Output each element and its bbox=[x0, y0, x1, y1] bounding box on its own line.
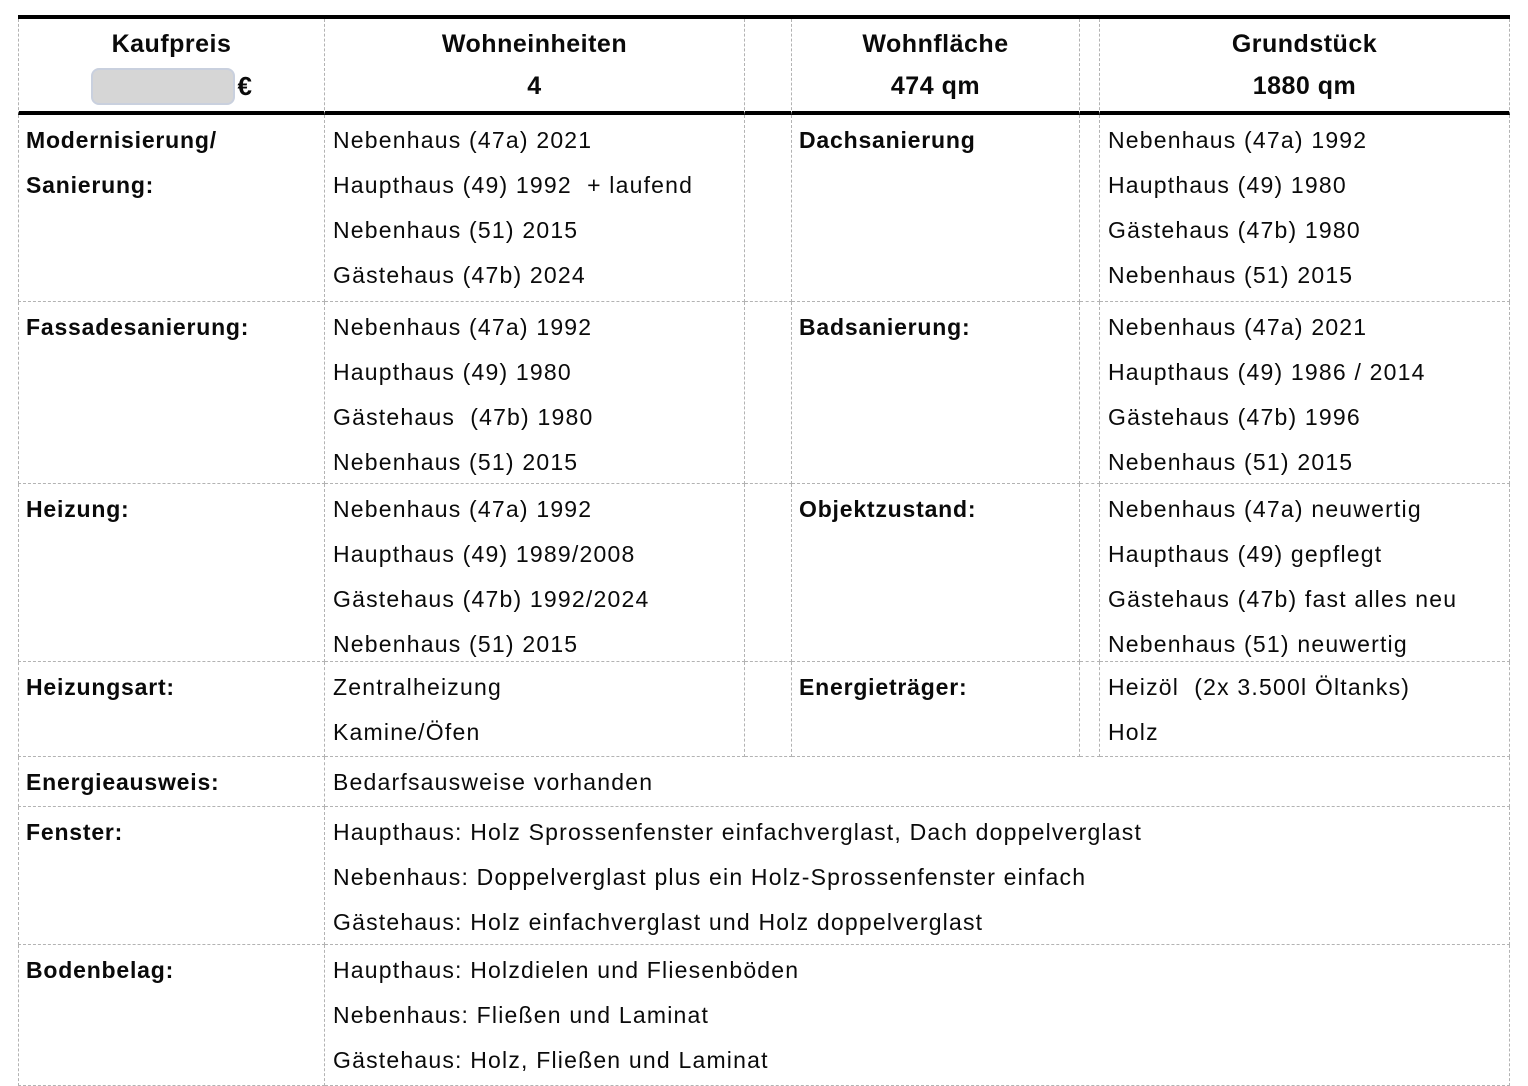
value-line: Gästehaus (47b) 1992/2024 bbox=[333, 586, 650, 612]
value-line: Gästehaus (47b) 2024 bbox=[333, 262, 586, 288]
value-line: Nebenhaus: Fließen und Laminat bbox=[333, 1002, 710, 1028]
kaufpreis-currency: € bbox=[237, 71, 253, 101]
row-values-heizung: Nebenhaus (47a) 1992 Haupthaus (49) 1989… bbox=[325, 484, 745, 662]
value-line: Nebenhaus (47a) neuwertig bbox=[1108, 496, 1422, 522]
row-values-dachsanierung: Nebenhaus (47a) 1992 Haupthaus (49) 1980… bbox=[1100, 115, 1510, 302]
value-line: Nebenhaus (47a) 1992 bbox=[1108, 127, 1368, 153]
value-line: Haupthaus (49) 1980 bbox=[333, 359, 572, 385]
header-cell-wohnflaeche: Wohnfläche 474 qm bbox=[792, 19, 1080, 115]
row-label-energieausweis: Energieausweis: bbox=[18, 757, 325, 807]
spacer-cell bbox=[745, 302, 792, 484]
value-line: Gästehaus (47b) 1996 bbox=[1108, 404, 1361, 430]
header-cell-grundstueck: Grundstück 1880 qm bbox=[1100, 19, 1510, 115]
spacer-cell bbox=[745, 19, 792, 115]
row-values-heizungsart: Zentralheizung Kamine/Öfen bbox=[325, 662, 745, 757]
spacer-cell bbox=[1080, 484, 1100, 662]
value-line: Nebenhaus (51) 2015 bbox=[333, 631, 579, 657]
value-line: Gästehaus (47b) 1980 bbox=[1108, 217, 1361, 243]
grundstueck-label: Grundstück bbox=[1231, 30, 1378, 58]
row-label-objektzustand: Objektzustand: bbox=[792, 484, 1080, 662]
spacer-cell bbox=[1080, 115, 1100, 302]
row-label-dachsanierung: Dachsanierung bbox=[792, 115, 1080, 302]
row-values-energietraeger: Heizöl (2x 3.500l Öltanks) Holz bbox=[1100, 662, 1510, 757]
value-line: Kamine/Öfen bbox=[333, 719, 481, 745]
wohnflaeche-label: Wohnfläche bbox=[862, 30, 1009, 58]
value-line: Gästehaus: Holz, Fließen und Laminat bbox=[333, 1047, 769, 1073]
row-values-badsanierung: Nebenhaus (47a) 2021 Haupthaus (49) 1986… bbox=[1100, 302, 1510, 484]
spacer-cell bbox=[745, 115, 792, 302]
value-line: Nebenhaus (47a) 2021 bbox=[1108, 314, 1368, 340]
spacer-cell bbox=[1080, 19, 1100, 115]
row-values-fenster: Haupthaus: Holz Sprossenfenster einfachv… bbox=[325, 807, 1510, 945]
row-label-bodenbelag: Bodenbelag: bbox=[18, 945, 325, 1086]
wohneinheiten-value: 4 bbox=[527, 72, 542, 100]
row-values-bodenbelag: Haupthaus: Holzdielen und Fliesenböden N… bbox=[325, 945, 1510, 1086]
grundstueck-value: 1880 qm bbox=[1252, 72, 1357, 100]
header-cell-kaufpreis: Kaufpreis € bbox=[18, 19, 325, 115]
value-line: Haupthaus: Holz Sprossenfenster einfachv… bbox=[333, 819, 1143, 845]
value-line: Haupthaus (49) 1992 + laufend bbox=[333, 172, 694, 198]
wohneinheiten-label: Wohneinheiten bbox=[441, 30, 628, 58]
value-line: Nebenhaus: Doppelverglast plus ein Holz-… bbox=[333, 864, 1087, 890]
row-label-energietraeger: Energieträger: bbox=[792, 662, 1080, 757]
kaufpreis-label: Kaufpreis bbox=[111, 30, 232, 58]
value-line: Bedarfsausweise vorhanden bbox=[333, 769, 654, 795]
value-line: Nebenhaus (51) 2015 bbox=[1108, 262, 1354, 288]
row-label-fenster: Fenster: bbox=[18, 807, 325, 945]
wohnflaeche-value: 474 qm bbox=[890, 72, 981, 100]
spacer-cell bbox=[1080, 302, 1100, 484]
value-line: Haupthaus (49) 1989/2008 bbox=[333, 541, 636, 567]
value-line: Nebenhaus (51) neuwertig bbox=[1108, 631, 1408, 657]
value-line: Nebenhaus (51) 2015 bbox=[333, 449, 579, 475]
row-label-heizung: Heizung: bbox=[18, 484, 325, 662]
property-details-table: Kaufpreis € Wohneinheiten 4 Wohnfläche 4… bbox=[18, 15, 1510, 1086]
row-label-modernisierung: Modernisierung/ Sanierung: bbox=[18, 115, 325, 302]
value-line: Gästehaus (47b) fast alles neu bbox=[1108, 586, 1458, 612]
value-line: Nebenhaus (47a) 1992 bbox=[333, 496, 593, 522]
value-line: Nebenhaus (51) 2015 bbox=[333, 217, 579, 243]
spacer-cell bbox=[745, 484, 792, 662]
value-line: Gästehaus: Holz einfachverglast und Holz… bbox=[333, 909, 984, 935]
value-line: Haupthaus (49) 1980 bbox=[1108, 172, 1347, 198]
value-line: Nebenhaus (51) 2015 bbox=[1108, 449, 1354, 475]
row-label-fassadesanierung: Fassadesanierung: bbox=[18, 302, 325, 484]
row-values-energieausweis: Bedarfsausweise vorhanden bbox=[325, 757, 1510, 807]
row-values-fassadesanierung: Nebenhaus (47a) 1992 Haupthaus (49) 1980… bbox=[325, 302, 745, 484]
row-label-heizungsart: Heizungsart: bbox=[18, 662, 325, 757]
value-line: Holz bbox=[1108, 719, 1159, 745]
redacted-price-box bbox=[90, 67, 235, 105]
value-line: Haupthaus (49) 1986 / 2014 bbox=[1108, 359, 1426, 385]
value-line: Gästehaus (47b) 1980 bbox=[333, 404, 594, 430]
row-values-modernisierung: Nebenhaus (47a) 2021 Haupthaus (49) 1992… bbox=[325, 115, 745, 302]
row-values-objektzustand: Nebenhaus (47a) neuwertig Haupthaus (49)… bbox=[1100, 484, 1510, 662]
header-cell-wohneinheiten: Wohneinheiten 4 bbox=[325, 19, 745, 115]
value-line: Haupthaus (49) gepflegt bbox=[1108, 541, 1383, 567]
row-label-badsanierung: Badsanierung: bbox=[792, 302, 1080, 484]
kaufpreis-value: € bbox=[90, 65, 253, 107]
value-line: Nebenhaus (47a) 1992 bbox=[333, 314, 593, 340]
spacer-cell bbox=[745, 662, 792, 757]
value-line: Haupthaus: Holzdielen und Fliesenböden bbox=[333, 957, 800, 983]
value-line: Zentralheizung bbox=[333, 674, 502, 700]
value-line: Nebenhaus (47a) 2021 bbox=[333, 127, 593, 153]
value-line: Heizöl (2x 3.500l Öltanks) bbox=[1108, 674, 1411, 700]
spacer-cell bbox=[1080, 662, 1100, 757]
